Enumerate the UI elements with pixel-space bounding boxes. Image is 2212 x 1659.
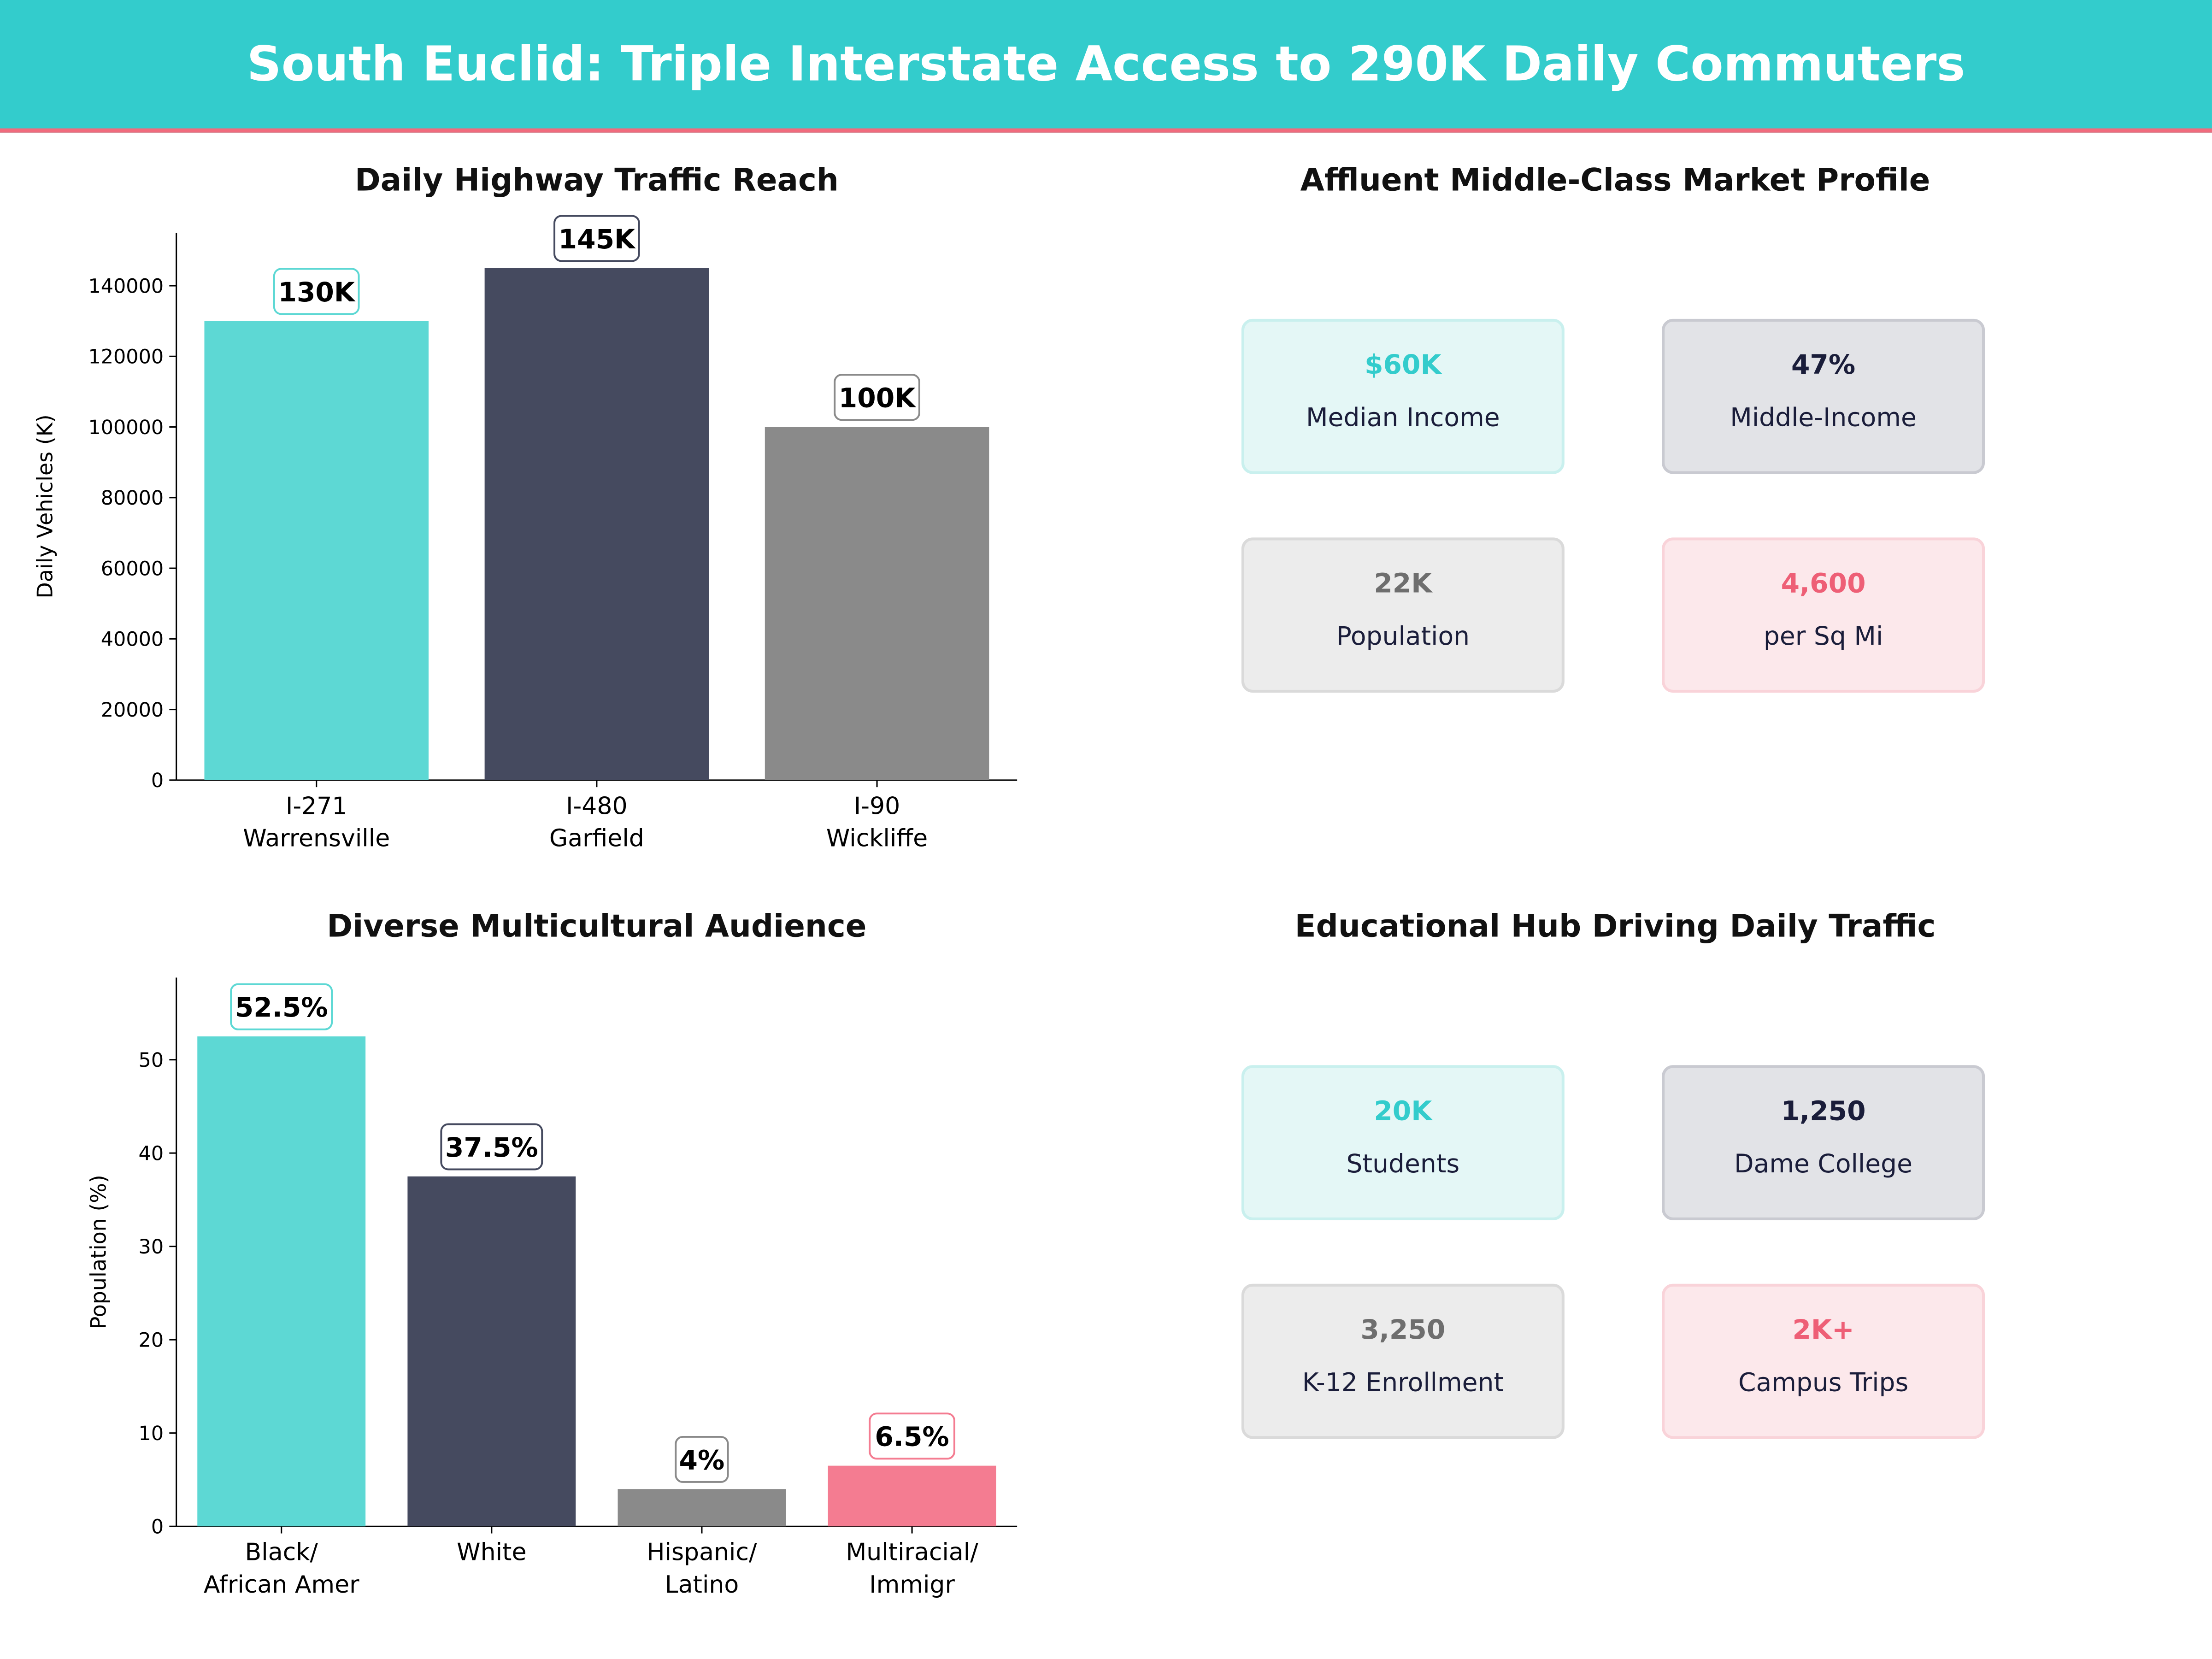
x-tick-label: Hispanic/ bbox=[647, 1539, 757, 1566]
y-tick-label: 30 bbox=[139, 1235, 164, 1259]
x-tick-label: Latino bbox=[665, 1571, 739, 1599]
y-tick-label: 40000 bbox=[101, 628, 164, 651]
bar bbox=[197, 1036, 366, 1527]
data-label-box bbox=[553, 215, 640, 262]
y-tick-label: 40 bbox=[139, 1142, 164, 1165]
data-label-box bbox=[834, 374, 920, 421]
y-tick-label: 20 bbox=[139, 1329, 164, 1352]
y-axis-label: Daily Vehicles (K) bbox=[32, 414, 57, 598]
stat-label: Dame College bbox=[1734, 1149, 1913, 1180]
stat-value: 47% bbox=[1791, 350, 1856, 381]
stat-value: 2K+ bbox=[1792, 1315, 1854, 1346]
bar bbox=[407, 1176, 576, 1527]
y-tick-label: 80000 bbox=[101, 487, 164, 510]
stat-card: 1,250 Dame College bbox=[1662, 1065, 1985, 1220]
stat-value: 20K bbox=[1374, 1096, 1432, 1127]
header-banner: South Euclid: Triple Interstate Access t… bbox=[0, 0, 2212, 133]
stat-card: $60K Median Income bbox=[1241, 318, 1565, 474]
page-title: South Euclid: Triple Interstate Access t… bbox=[247, 36, 1965, 93]
stat-label: Median Income bbox=[1306, 403, 1500, 433]
traffic-chart-title: Daily Highway Traffic Reach bbox=[354, 164, 839, 199]
data-label-box bbox=[230, 983, 333, 1030]
education-title: Educational Hub Driving Daily Traffic bbox=[1294, 910, 1936, 946]
data-label: 37.5% bbox=[445, 1132, 538, 1163]
stat-value: 3,250 bbox=[1360, 1315, 1446, 1346]
data-label: 4% bbox=[679, 1444, 725, 1476]
x-tick-label: Wickliffe bbox=[826, 825, 928, 853]
x-tick-label: I-90 bbox=[854, 792, 900, 820]
stat-card: 4,600 per Sq Mi bbox=[1662, 537, 1985, 693]
stat-label: Students bbox=[1346, 1149, 1460, 1180]
stat-card: 20K Students bbox=[1241, 1065, 1565, 1220]
y-axis-label: Population (%) bbox=[86, 1175, 111, 1329]
stat-value: 22K bbox=[1374, 568, 1432, 600]
y-tick-label: 20000 bbox=[101, 699, 164, 722]
stat-card: 47% Middle-Income bbox=[1662, 318, 1985, 474]
stat-label: Campus Trips bbox=[1738, 1368, 1909, 1398]
y-tick-label: 120000 bbox=[88, 346, 164, 369]
data-label-box bbox=[869, 1412, 955, 1460]
stat-value: 1,250 bbox=[1781, 1096, 1866, 1127]
x-tick-label: I-271 bbox=[286, 792, 347, 820]
data-label: 145K bbox=[559, 224, 636, 255]
y-tick-label: 50 bbox=[139, 1049, 164, 1072]
x-tick-label: Garfield bbox=[549, 825, 644, 853]
audience-chart-title: Diverse Multicultural Audience bbox=[327, 910, 867, 946]
y-tick-label: 60000 bbox=[101, 557, 164, 580]
data-label-box bbox=[273, 268, 360, 315]
data-label: 130K bbox=[278, 276, 355, 308]
bar bbox=[765, 427, 989, 780]
stat-label: K-12 Enrollment bbox=[1302, 1368, 1504, 1398]
stat-card: 22K Population bbox=[1241, 537, 1565, 693]
x-tick-label: Immigr bbox=[869, 1571, 955, 1599]
stat-label: per Sq Mi bbox=[1763, 622, 1883, 652]
x-tick-label: Multiracial/ bbox=[846, 1539, 978, 1566]
bar bbox=[618, 1489, 786, 1527]
x-tick-label: African Amer bbox=[204, 1571, 359, 1599]
data-label: 52.5% bbox=[235, 992, 328, 1023]
stat-label: Middle-Income bbox=[1730, 403, 1917, 433]
x-tick-label: Warrensville bbox=[243, 825, 390, 853]
x-tick-label: I-480 bbox=[566, 792, 627, 820]
x-tick-label: White bbox=[457, 1539, 526, 1566]
data-label-box bbox=[440, 1123, 543, 1171]
data-label: 100K bbox=[839, 382, 916, 414]
y-tick-label: 0 bbox=[151, 769, 164, 792]
x-tick-label: Black/ bbox=[245, 1539, 318, 1566]
stat-value: 4,600 bbox=[1781, 568, 1866, 600]
data-label: 6.5% bbox=[875, 1421, 949, 1453]
y-tick-label: 100000 bbox=[88, 416, 164, 439]
stat-label: Population bbox=[1336, 622, 1470, 652]
bar bbox=[484, 268, 709, 780]
data-label-box bbox=[675, 1435, 729, 1483]
stat-card: 2K+ Campus Trips bbox=[1662, 1283, 1985, 1439]
y-tick-label: 10 bbox=[139, 1422, 164, 1445]
stat-card: 3,250 K-12 Enrollment bbox=[1241, 1283, 1565, 1439]
bar bbox=[828, 1465, 996, 1527]
bar bbox=[204, 321, 429, 780]
y-tick-label: 140000 bbox=[88, 275, 164, 298]
market-title: Affluent Middle-Class Market Profile bbox=[1300, 164, 1930, 199]
y-tick-label: 0 bbox=[151, 1516, 164, 1539]
stat-value: $60K bbox=[1365, 350, 1441, 381]
